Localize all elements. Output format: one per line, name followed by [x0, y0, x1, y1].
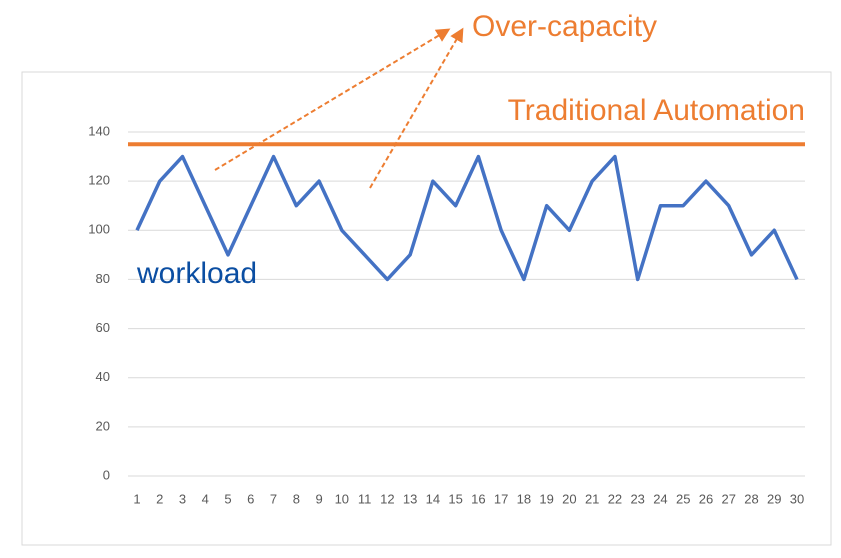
x-tick-label: 12: [380, 491, 394, 506]
x-tick-label: 19: [539, 491, 553, 506]
y-tick-label: 80: [96, 271, 110, 286]
x-tick-label: 5: [224, 491, 231, 506]
annotation: Over-capacity: [472, 10, 657, 43]
y-tick-label: 120: [88, 173, 110, 188]
x-tick-label: 6: [247, 491, 254, 506]
x-tick-label: 28: [744, 491, 758, 506]
x-tick-label: 13: [403, 491, 417, 506]
x-tick-label: 10: [335, 491, 349, 506]
x-tick-label: 16: [471, 491, 485, 506]
y-tick-label: 0: [103, 467, 110, 482]
y-tick-label: 100: [88, 222, 110, 237]
x-tick-label: 2: [156, 491, 163, 506]
x-tick-label: 29: [767, 491, 781, 506]
x-tick-label: 3: [179, 491, 186, 506]
y-tick-label: 140: [88, 123, 110, 138]
x-tick-label: 27: [721, 491, 735, 506]
x-tick-label: 7: [270, 491, 277, 506]
arrow: [214, 28, 451, 171]
x-tick-label: 18: [517, 491, 531, 506]
x-tick-label: 8: [293, 491, 300, 506]
chart-frame: [21, 71, 832, 546]
x-tick-label: 15: [448, 491, 462, 506]
x-tick-label: 11: [358, 491, 372, 506]
y-tick-label: 60: [96, 320, 110, 335]
x-tick-label: 26: [699, 491, 713, 506]
x-tick-label: 9: [315, 491, 322, 506]
x-tick-label: 20: [562, 491, 576, 506]
x-tick-label: 4: [202, 491, 209, 506]
y-tick-label: 20: [96, 418, 110, 433]
x-tick-label: 23: [630, 491, 644, 506]
x-tick-label: 17: [494, 491, 508, 506]
x-tick-label: 21: [585, 491, 599, 506]
arrow: [369, 27, 464, 189]
series-line: [135, 154, 799, 282]
series-label: workload: [136, 257, 257, 290]
x-tick-label: 25: [676, 491, 690, 506]
x-tick-label: 1: [133, 491, 140, 506]
y-tick-label: 40: [96, 369, 110, 384]
x-tick-label: 22: [608, 491, 622, 506]
x-tick-label: 24: [653, 491, 667, 506]
capacity-label: Traditional Automation: [508, 94, 805, 127]
x-tick-label: 14: [426, 491, 440, 506]
x-tick-label: 30: [790, 491, 804, 506]
